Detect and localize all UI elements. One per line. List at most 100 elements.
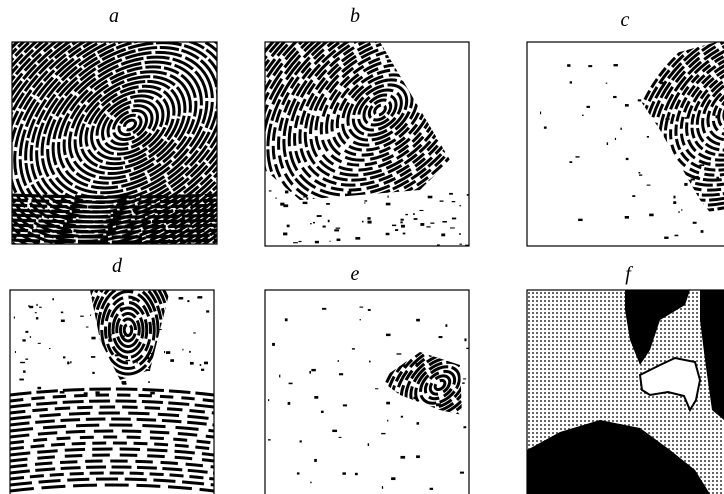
ridge xyxy=(417,422,420,425)
ridge xyxy=(420,366,460,404)
figure: a b c d e f xyxy=(0,0,724,494)
ridge xyxy=(684,183,687,186)
ridge xyxy=(708,162,710,164)
ridge xyxy=(30,336,31,338)
ridge xyxy=(122,381,127,384)
ridge xyxy=(719,67,720,69)
ridge xyxy=(416,363,420,366)
ridge xyxy=(401,219,404,221)
ridge xyxy=(14,317,15,319)
ridge xyxy=(150,356,151,358)
ridge xyxy=(150,392,155,395)
ridge xyxy=(161,0,598,321)
ridge xyxy=(578,219,582,221)
ridge xyxy=(606,83,608,84)
ridge xyxy=(343,404,347,406)
ridge xyxy=(631,4,724,215)
ridge xyxy=(544,127,547,129)
ridge xyxy=(303,196,307,197)
ridge xyxy=(413,213,415,215)
ridge xyxy=(19,379,23,381)
ridge xyxy=(463,426,466,428)
ridge xyxy=(716,115,720,118)
ridge xyxy=(110,334,112,336)
ridge xyxy=(452,218,456,220)
ridge xyxy=(271,4,490,215)
ridge xyxy=(685,117,688,119)
ridge xyxy=(332,430,337,432)
panel-label: c xyxy=(621,9,630,31)
ridge xyxy=(115,354,119,356)
ridge xyxy=(394,340,487,430)
ridge xyxy=(334,229,339,231)
ridge xyxy=(37,387,41,389)
ridge xyxy=(459,205,461,206)
ridge xyxy=(392,225,396,226)
ridge xyxy=(310,482,311,483)
ridge xyxy=(638,172,640,173)
ridge xyxy=(386,402,390,405)
panel-label: b xyxy=(350,5,360,27)
ridge xyxy=(373,103,388,117)
ridge xyxy=(462,382,465,383)
ridge xyxy=(395,229,398,231)
panel-frame xyxy=(527,42,724,246)
ridge xyxy=(362,221,364,223)
fingerprint-image xyxy=(0,0,423,399)
ridge xyxy=(279,375,280,378)
ridge xyxy=(61,312,63,314)
fingerprint-image xyxy=(268,307,519,490)
ridge xyxy=(364,202,365,203)
ridge xyxy=(10,449,214,455)
ridge xyxy=(460,472,464,474)
ridge xyxy=(463,378,466,379)
ridge xyxy=(204,362,208,365)
ridge xyxy=(10,395,214,401)
ridge xyxy=(620,128,621,130)
ridge xyxy=(681,209,682,210)
ridge xyxy=(361,308,520,462)
ridge xyxy=(137,361,138,364)
ridge xyxy=(400,221,402,223)
ridge xyxy=(380,327,499,442)
ridge xyxy=(310,223,312,224)
ridge xyxy=(323,226,326,228)
ridge xyxy=(206,310,209,312)
panel-label: e xyxy=(351,263,360,285)
ridge xyxy=(190,362,194,365)
ridge xyxy=(61,320,65,323)
ridge xyxy=(179,297,184,299)
ridge xyxy=(120,308,123,309)
ridge xyxy=(369,361,370,363)
panel-frame xyxy=(265,290,469,494)
ridge xyxy=(368,443,369,446)
ridge xyxy=(400,456,405,459)
ridge xyxy=(322,308,326,310)
ridge xyxy=(716,177,719,179)
ridge xyxy=(428,196,433,199)
ridge xyxy=(182,349,183,351)
ridge xyxy=(283,204,288,207)
ridge xyxy=(311,369,315,371)
ridge xyxy=(413,397,417,399)
ridge xyxy=(449,193,453,195)
ridge xyxy=(699,164,704,166)
ridge xyxy=(272,343,275,346)
ridge xyxy=(567,64,570,67)
ridge xyxy=(430,223,434,224)
ridge xyxy=(10,389,214,395)
ridge xyxy=(121,335,124,337)
ridge xyxy=(626,158,629,160)
panel-label: d xyxy=(112,255,123,277)
ridge xyxy=(90,315,91,316)
ridge xyxy=(275,197,276,198)
ridge xyxy=(665,118,669,119)
ridge xyxy=(416,319,420,322)
ridge xyxy=(416,455,420,458)
ridge xyxy=(397,353,402,354)
ridge xyxy=(132,298,137,300)
ridge xyxy=(419,210,423,211)
ridge xyxy=(691,179,695,181)
ridge xyxy=(10,485,214,491)
ridge xyxy=(170,359,174,362)
